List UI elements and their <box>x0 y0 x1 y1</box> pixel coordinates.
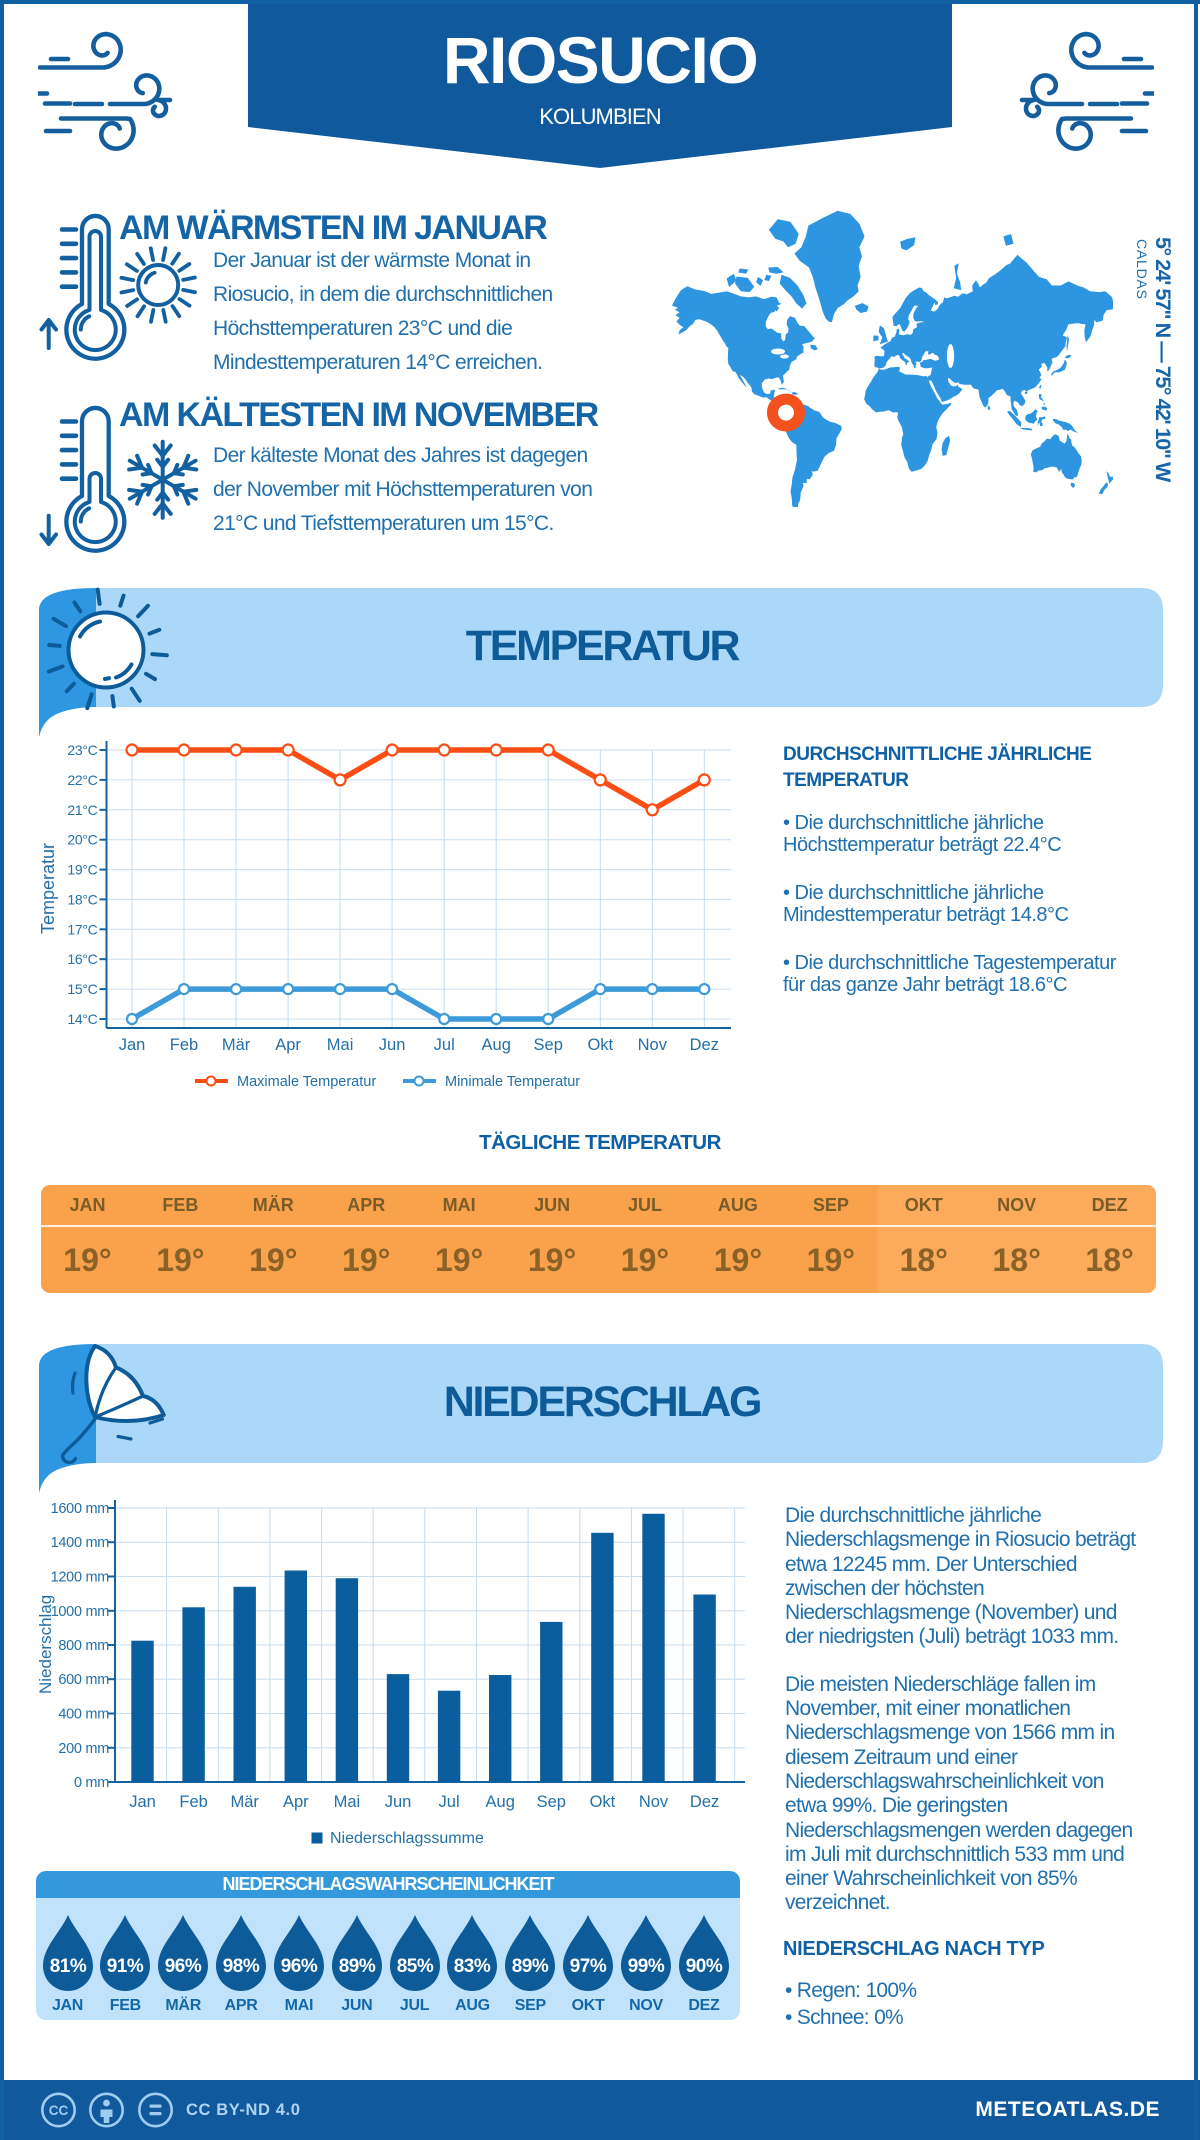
svg-text:97%: 97% <box>570 1956 607 1977</box>
svg-text:800 mm: 800 mm <box>58 1638 109 1654</box>
svg-text:21°C: 21°C <box>67 802 97 818</box>
svg-text:Dez: Dez <box>690 1793 719 1811</box>
svg-text:Sep: Sep <box>534 1036 563 1054</box>
svg-text:Mai: Mai <box>327 1036 354 1054</box>
svg-text:Mär: Mär <box>222 1036 251 1054</box>
svg-text:1200 mm: 1200 mm <box>51 1570 110 1586</box>
svg-text:89%: 89% <box>339 1956 376 1977</box>
svg-text:Nov: Nov <box>638 1036 668 1054</box>
svg-text:23°C: 23°C <box>67 742 97 758</box>
svg-text:0 mm: 0 mm <box>74 1775 109 1791</box>
svg-text:Jan: Jan <box>119 1036 146 1054</box>
svg-text:Apr: Apr <box>283 1793 309 1811</box>
svg-text:1400 mm: 1400 mm <box>51 1535 110 1551</box>
svg-text:81%: 81% <box>49 1956 86 1977</box>
svg-text:Minimale Temperatur: Minimale Temperatur <box>445 1074 580 1090</box>
svg-text:Feb: Feb <box>170 1036 198 1054</box>
svg-text:Sep: Sep <box>537 1793 566 1811</box>
svg-text:Feb: Feb <box>179 1793 207 1811</box>
svg-text:Aug: Aug <box>486 1793 515 1811</box>
svg-text:Jun: Jun <box>385 1793 412 1811</box>
svg-text:90%: 90% <box>686 1956 723 1977</box>
svg-text:Maximale Temperatur: Maximale Temperatur <box>237 1074 376 1090</box>
svg-text:14°C: 14°C <box>67 1011 97 1027</box>
svg-text:85%: 85% <box>396 1956 433 1977</box>
svg-text:Mär: Mär <box>230 1793 259 1811</box>
svg-text:Niederschlagssumme: Niederschlagssumme <box>330 1830 484 1847</box>
svg-text:99%: 99% <box>628 1956 665 1977</box>
svg-text:400 mm: 400 mm <box>58 1707 109 1723</box>
svg-text:15°C: 15°C <box>67 981 97 997</box>
svg-text:18°C: 18°C <box>67 891 97 907</box>
svg-text:19°C: 19°C <box>67 862 97 878</box>
svg-text:98%: 98% <box>223 1956 260 1977</box>
svg-text:16°C: 16°C <box>67 951 97 967</box>
svg-text:Jul: Jul <box>439 1793 460 1811</box>
svg-text:83%: 83% <box>454 1956 491 1977</box>
svg-text:200 mm: 200 mm <box>58 1741 109 1757</box>
svg-text:20°C: 20°C <box>67 832 97 848</box>
svg-text:Apr: Apr <box>275 1036 301 1054</box>
svg-text:Aug: Aug <box>482 1036 511 1054</box>
svg-text:Dez: Dez <box>690 1036 719 1054</box>
svg-text:1600 mm: 1600 mm <box>51 1501 110 1517</box>
svg-text:96%: 96% <box>165 1956 202 1977</box>
svg-text:Mai: Mai <box>334 1793 361 1811</box>
svg-text:91%: 91% <box>107 1956 144 1977</box>
svg-text:600 mm: 600 mm <box>58 1672 109 1688</box>
svg-text:Jul: Jul <box>434 1036 455 1054</box>
svg-text:17°C: 17°C <box>67 921 97 937</box>
svg-text:1000 mm: 1000 mm <box>51 1604 110 1620</box>
svg-text:Okt: Okt <box>587 1036 613 1054</box>
svg-text:96%: 96% <box>281 1956 318 1977</box>
svg-text:CC: CC <box>49 2103 69 2118</box>
svg-text:Jun: Jun <box>379 1036 406 1054</box>
svg-text:Nov: Nov <box>639 1793 669 1811</box>
svg-text:Okt: Okt <box>590 1793 616 1811</box>
svg-text:Jan: Jan <box>129 1793 156 1811</box>
svg-text:22°C: 22°C <box>67 772 97 788</box>
svg-text:89%: 89% <box>512 1956 549 1977</box>
